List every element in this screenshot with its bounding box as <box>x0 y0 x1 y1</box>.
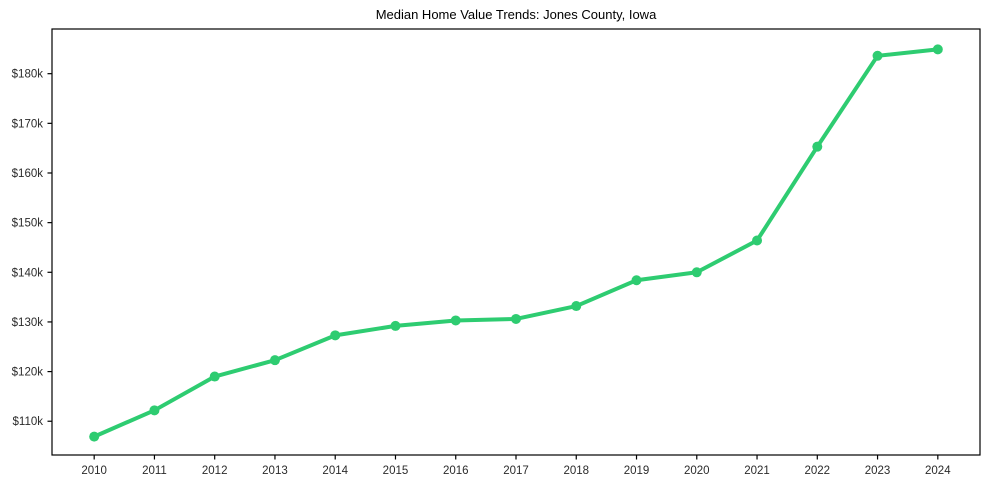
data-point-2014 <box>330 330 341 341</box>
data-point-2013 <box>269 355 280 366</box>
data-point-2017 <box>511 313 521 324</box>
data-point-2016 <box>450 315 461 326</box>
x-tick-label: 2017 <box>503 465 529 477</box>
x-tick-label: 2014 <box>322 465 348 477</box>
data-point-2012 <box>209 371 220 382</box>
x-tick-label: 2021 <box>744 465 770 477</box>
x-tick-label: 2013 <box>262 465 288 477</box>
x-tick-label: 2010 <box>81 465 107 477</box>
data-point-2024 <box>932 44 943 55</box>
x-tick-label: 2023 <box>865 465 891 477</box>
x-tick-label: 2015 <box>383 465 409 477</box>
data-point-2022 <box>812 141 823 152</box>
chart-title: Median Home Value Trends: Jones County, … <box>375 7 657 22</box>
x-tick-label: 2018 <box>563 465 589 477</box>
data-point-2021 <box>752 235 763 246</box>
x-tick-label: 2011 <box>142 465 167 477</box>
y-tick-label: $140k <box>12 267 44 279</box>
trend-line <box>92 47 940 439</box>
y-tick-label: $130k <box>12 317 44 329</box>
data-point-2018 <box>571 301 582 312</box>
y-tick-label: $120k <box>12 367 44 379</box>
data-point-2015 <box>390 320 401 331</box>
y-tick-label: $180k <box>12 69 44 81</box>
data-point-2010 <box>89 431 100 442</box>
y-tick-label: $110k <box>13 416 44 428</box>
x-tick-label: 2024 <box>925 465 951 477</box>
y-tick-label: $150k <box>12 218 44 230</box>
x-tick-label: 2022 <box>805 465 831 477</box>
x-tick-label: 2016 <box>443 465 469 477</box>
x-tick-label: 2020 <box>684 465 710 477</box>
data-point-2023 <box>872 50 883 61</box>
data-point-2019 <box>631 275 642 286</box>
data-point-2020 <box>691 267 702 278</box>
x-tick-label: 2012 <box>202 465 228 477</box>
x-tick-label: 2019 <box>624 465 650 477</box>
data-point-2011 <box>149 405 160 416</box>
y-tick-label: $170k <box>12 118 44 130</box>
y-tick-label: $160k <box>12 168 44 180</box>
